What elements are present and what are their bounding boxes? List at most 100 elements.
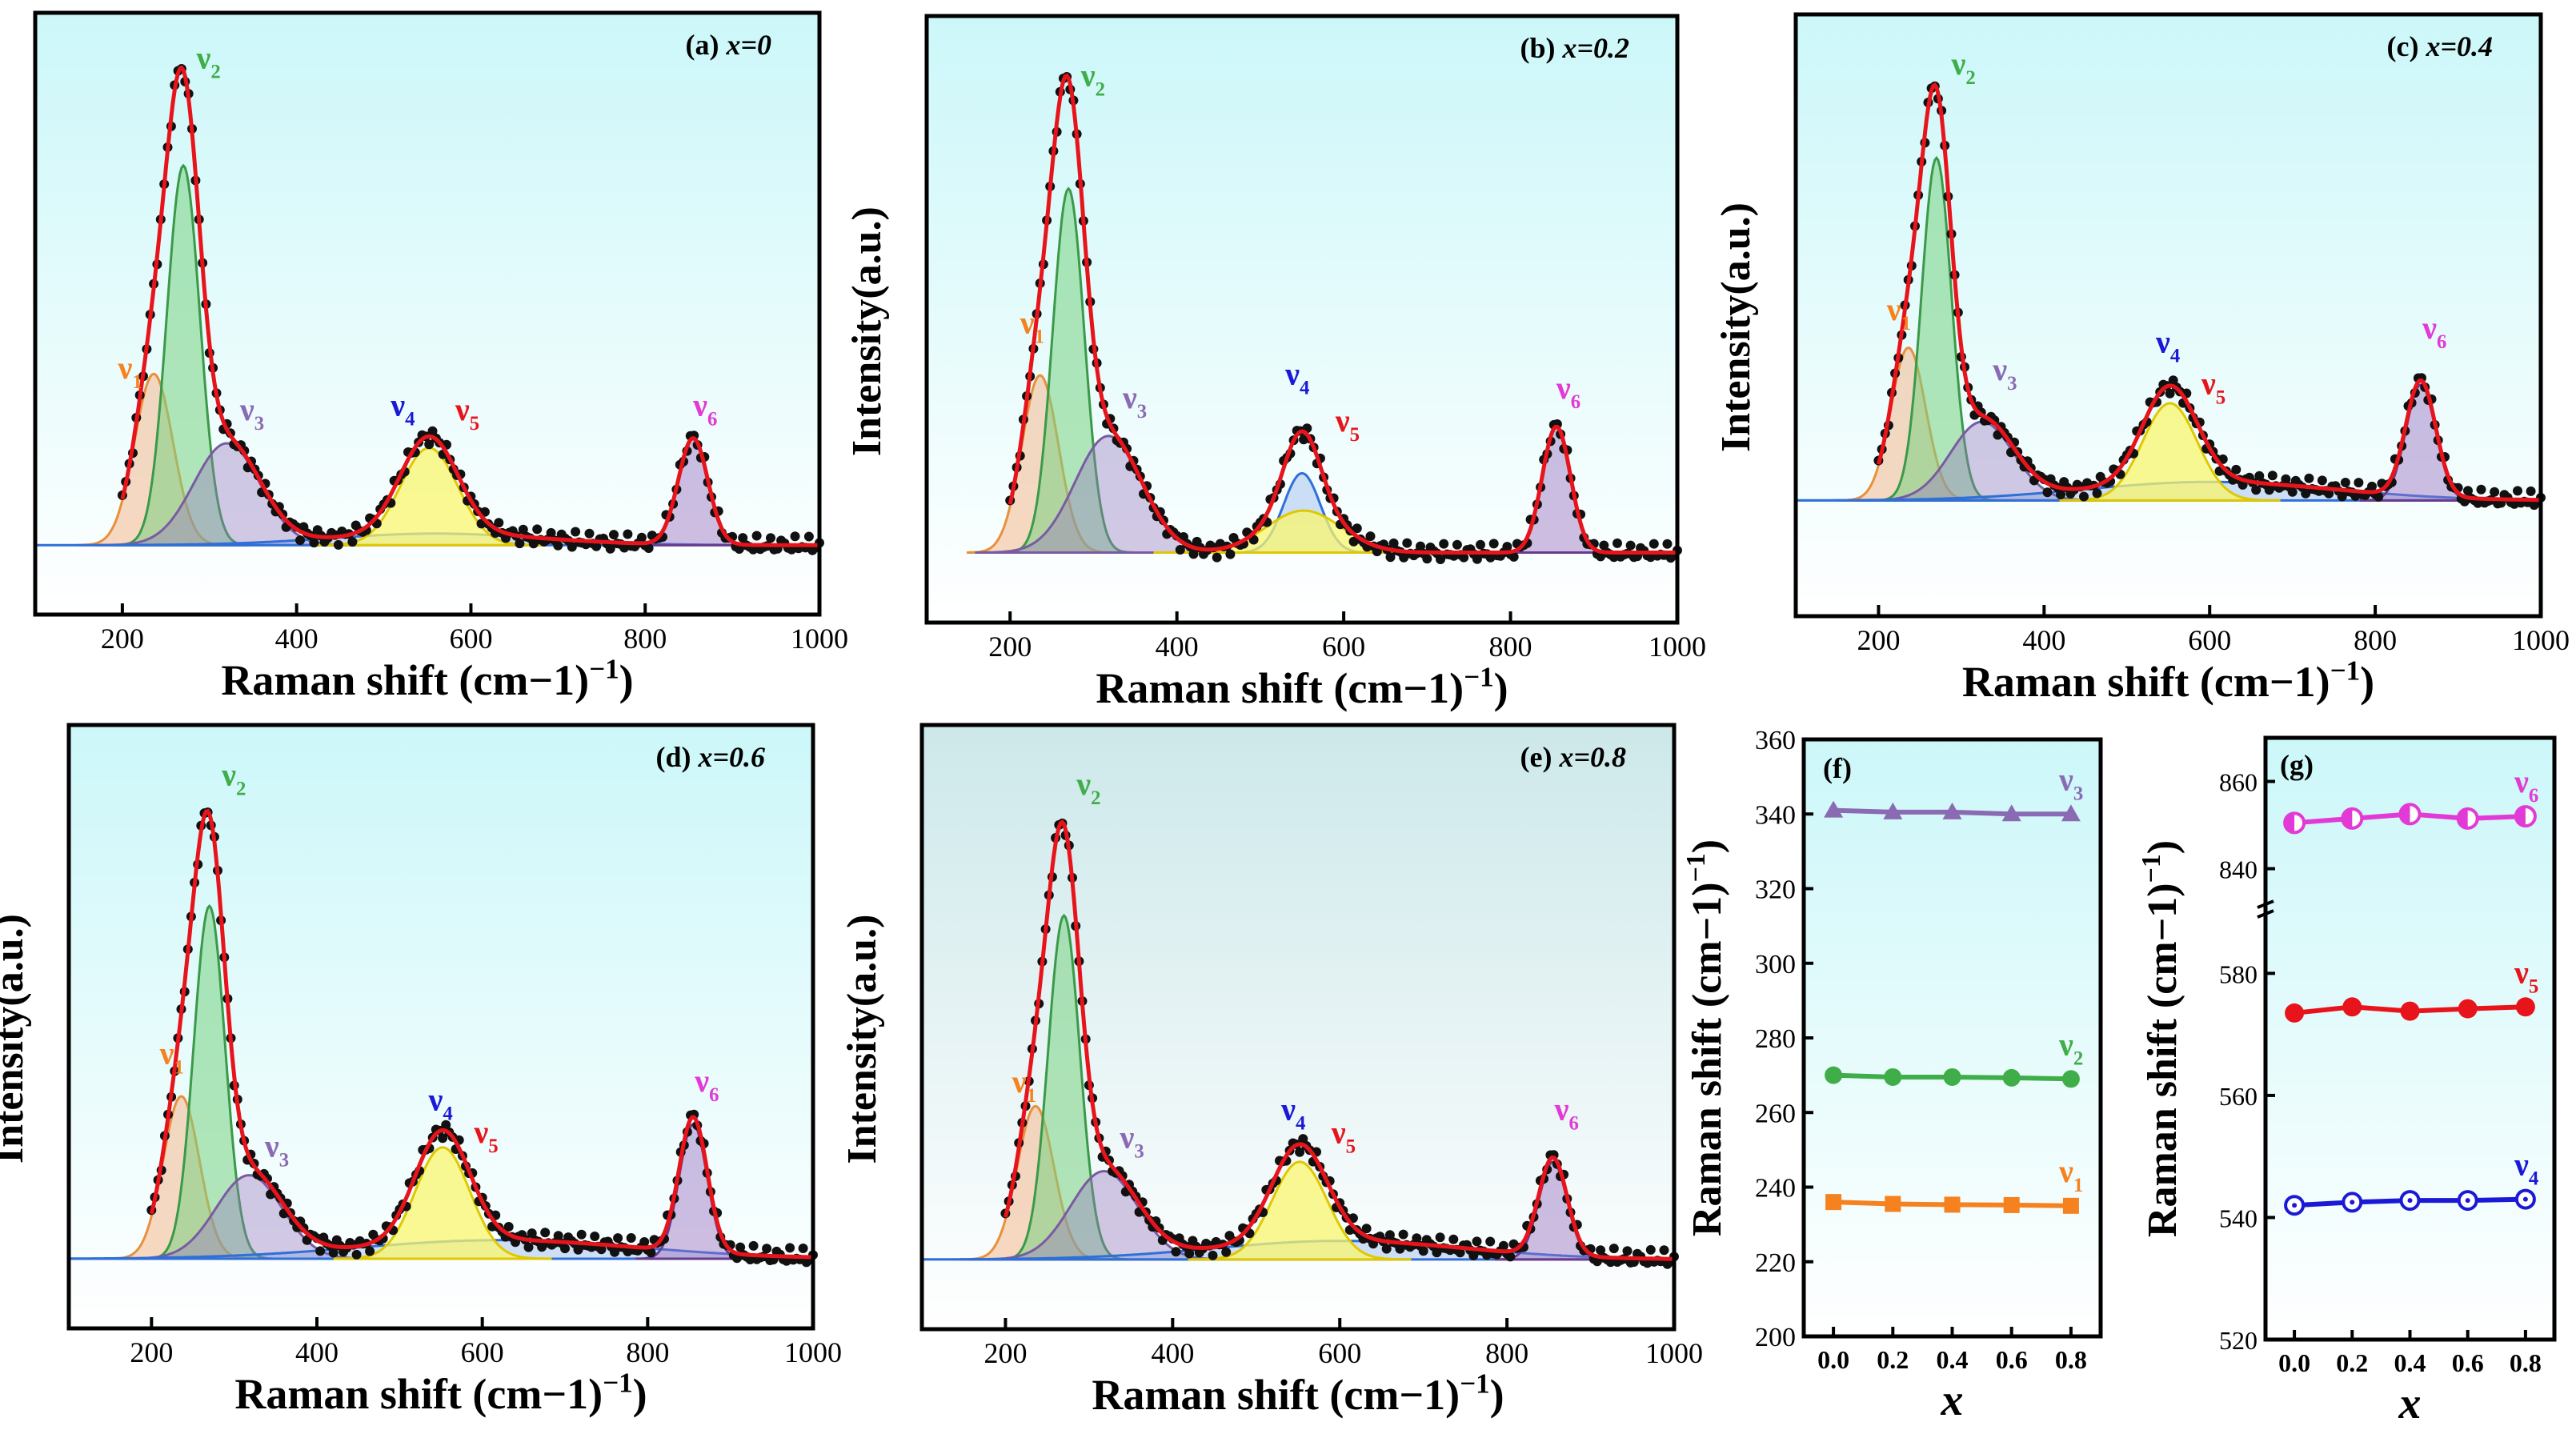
mode-label: ν4 — [1280, 1092, 1305, 1135]
peak-component — [969, 1169, 1240, 1261]
data-point — [1825, 1194, 1842, 1211]
mode-label: ν1 — [159, 1035, 184, 1078]
x-tick-label: 1000 — [1645, 1337, 1703, 1369]
data-point — [2003, 1196, 2020, 1213]
peak-component — [116, 1174, 382, 1260]
peak-component — [1875, 155, 1997, 502]
data-point — [2061, 1070, 2080, 1088]
y-tick-label: 560 — [2219, 1082, 2258, 1111]
x-tick-label: 0.4 — [1937, 1345, 1969, 1374]
data-point — [2002, 1068, 2021, 1087]
data-point — [2400, 1001, 2420, 1021]
mode-label: ν3 — [2058, 761, 2083, 804]
y-tick-label: 360 — [1755, 726, 1796, 755]
y-tick-label: 200 — [1755, 1323, 1796, 1352]
plot-frame — [919, 723, 1677, 1332]
data-point — [1883, 802, 1903, 819]
y-axis-title: Intensity(a.u.) — [0, 914, 32, 1164]
fit-curve — [1008, 73, 1677, 555]
x-tick-label: 1000 — [791, 623, 848, 655]
x-tick-label: 400 — [2022, 624, 2065, 656]
mode-label: ν6 — [694, 1063, 719, 1106]
panel-label: (g) — [2280, 749, 2314, 781]
mode-label: ν5 — [2514, 954, 2538, 997]
x-tick-label: 600 — [2188, 624, 2231, 656]
mode-label: ν6 — [2514, 763, 2538, 807]
mode-label: ν4 — [1284, 356, 1309, 399]
panel-title: (c) x=0.4 — [2387, 30, 2493, 62]
data-point — [1824, 800, 1844, 818]
mode-label: ν3 — [1122, 379, 1147, 423]
axis-title: Raman shift (cm−1)−1) — [1681, 839, 1730, 1236]
x-tick-label: 800 — [623, 623, 667, 655]
mode-label: ν2 — [221, 756, 246, 799]
y-axis-title: Intensity(a.u.) — [1713, 202, 1759, 452]
x-tick-label: 800 — [1485, 1337, 1528, 1369]
x-axis-title: x — [2398, 1379, 2422, 1428]
x-tick-label: 1000 — [784, 1336, 842, 1368]
y-tick-label: 840 — [2219, 855, 2258, 884]
y-tick-label: 340 — [1755, 800, 1796, 830]
mode-label: ν4 — [2155, 323, 2180, 367]
axis-title: Raman shift (cm−1)−1) — [1092, 1368, 1504, 1419]
y-axis-title: Intensity(a.u.) — [844, 206, 890, 456]
mode-label: ν3 — [1992, 351, 2017, 395]
y-tick-label: 300 — [1755, 950, 1796, 979]
plot-area — [2266, 738, 2554, 1340]
mode-label: ν4 — [428, 1081, 453, 1124]
plot-frame — [66, 723, 815, 1331]
x-tick-label: 400 — [275, 623, 318, 655]
x-tick-label: 800 — [626, 1336, 669, 1368]
data-point — [1825, 1066, 1843, 1084]
mode-label: ν4 — [390, 387, 415, 430]
data-point — [2001, 804, 2021, 822]
fit-curve — [1003, 819, 1674, 1261]
panel-title: (a) x=0 — [686, 29, 772, 61]
fit-curve — [149, 808, 814, 1260]
peak-component — [115, 163, 251, 547]
mode-label: ν5 — [1331, 1115, 1356, 1158]
x-tick-label: 800 — [1489, 631, 1532, 663]
plot-area — [1804, 739, 2101, 1336]
panel-title: (b) x=0.2 — [1520, 32, 1629, 64]
panel-c: 200 400 600 800 1000 Raman shift (cm−1)−1) Int… — [1713, 12, 2570, 706]
x-tick-label: 0.8 — [2510, 1348, 2542, 1377]
x-tick-label: 0.0 — [1817, 1345, 1849, 1374]
y-axis-title: Intensity(a.u.) — [839, 915, 885, 1164]
x-tick-label: 200 — [130, 1336, 173, 1368]
axis-title: Raman shift (cm−1)−1) — [2137, 840, 2185, 1237]
x-tick-label: 600 — [449, 623, 492, 655]
x-tick-label: 400 — [1151, 1337, 1194, 1369]
panel-title: (d) x=0.6 — [655, 741, 765, 773]
axis-title: Raman shift (cm−1)−1) — [1962, 655, 2374, 706]
data-point — [2458, 999, 2478, 1019]
y-tick-label: 580 — [2219, 959, 2258, 988]
axis-title: Raman shift (cm−1)−1) — [234, 1367, 647, 1418]
x-tick-label: 200 — [1857, 624, 1900, 656]
panel-g: ν6 ν5 ν4 840 860 520 540 560 580 0.0 0.2 0.4 0.6 0.8 x… — [2137, 735, 2557, 1428]
x-tick-label: 0.8 — [2055, 1345, 2087, 1374]
data-point — [1884, 1067, 1902, 1086]
mode-label: ν1 — [1886, 291, 1911, 334]
x-tick-label: 200 — [101, 623, 144, 655]
plot-frame — [924, 14, 1680, 625]
data-point — [2062, 1197, 2079, 1214]
x-tick-label: 0.6 — [1996, 1345, 2028, 1374]
y-tick-label: 540 — [2219, 1204, 2258, 1232]
peak-component — [145, 903, 274, 1260]
mode-label: ν1 — [117, 350, 142, 393]
mode-label: ν6 — [2422, 310, 2446, 353]
x-tick-label: 400 — [1156, 631, 1199, 663]
mode-label: ν2 — [1080, 57, 1105, 100]
x-tick-label: 1000 — [2512, 624, 2570, 656]
y-tick-label: 280 — [1755, 1024, 1796, 1054]
x-tick-label: 200 — [984, 1337, 1027, 1369]
data-point — [2061, 804, 2081, 822]
data-point — [1944, 1196, 1961, 1213]
x-tick-label: 400 — [295, 1336, 339, 1368]
panel-d: 200 400 600 800 1000 Raman shift (cm−1)−1) Int… — [0, 723, 842, 1418]
mode-label: ν2 — [195, 39, 220, 82]
mode-label: ν2 — [2058, 1026, 2083, 1069]
x-axis-title: x — [1941, 1376, 1964, 1425]
